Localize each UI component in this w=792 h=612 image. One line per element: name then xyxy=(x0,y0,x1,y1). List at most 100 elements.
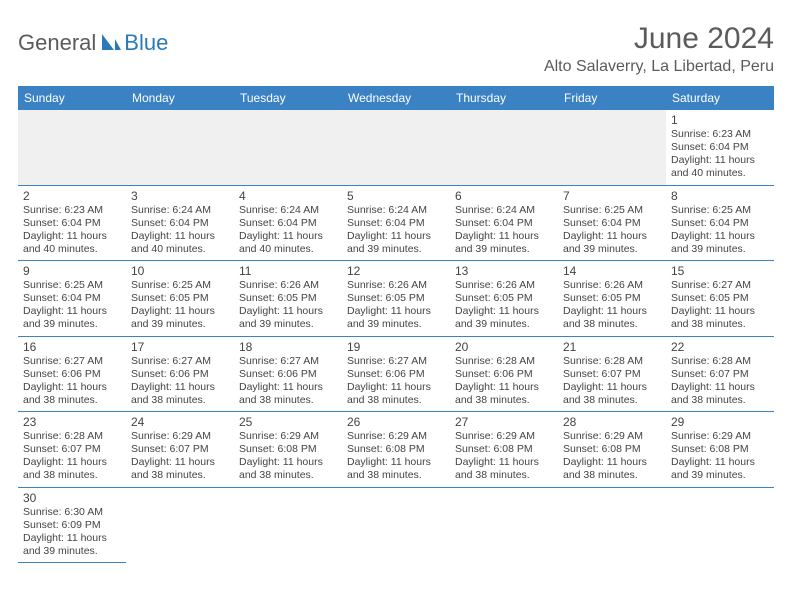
daylight-line: Daylight: 11 hours and 38 minutes. xyxy=(239,381,337,407)
sunset-line: Sunset: 6:04 PM xyxy=(23,217,121,230)
daylight-line: Daylight: 11 hours and 39 minutes. xyxy=(347,230,445,256)
logo-text-blue: Blue xyxy=(124,30,168,56)
day-number: 22 xyxy=(671,340,769,354)
daylight-line: Daylight: 11 hours and 39 minutes. xyxy=(131,305,229,331)
sunrise-line: Sunrise: 6:27 AM xyxy=(347,355,445,368)
sunset-line: Sunset: 6:07 PM xyxy=(563,368,661,381)
sunset-line: Sunset: 6:04 PM xyxy=(563,217,661,230)
month-title: June 2024 xyxy=(544,22,774,56)
day-cell: 9Sunrise: 6:25 AMSunset: 6:04 PMDaylight… xyxy=(18,261,126,337)
empty-cell xyxy=(450,487,558,563)
sunset-line: Sunset: 6:06 PM xyxy=(347,368,445,381)
sunrise-line: Sunrise: 6:26 AM xyxy=(347,279,445,292)
sunset-line: Sunset: 6:05 PM xyxy=(455,292,553,305)
sunset-line: Sunset: 6:06 PM xyxy=(131,368,229,381)
empty-cell xyxy=(234,487,342,563)
sunrise-line: Sunrise: 6:25 AM xyxy=(131,279,229,292)
sunset-line: Sunset: 6:06 PM xyxy=(23,368,121,381)
title-block: June 2024 Alto Salaverry, La Libertad, P… xyxy=(544,22,774,76)
daylight-line: Daylight: 11 hours and 39 minutes. xyxy=(455,230,553,256)
day-cell: 11Sunrise: 6:26 AMSunset: 6:05 PMDayligh… xyxy=(234,261,342,337)
sunrise-line: Sunrise: 6:26 AM xyxy=(455,279,553,292)
sunrise-line: Sunrise: 6:28 AM xyxy=(563,355,661,368)
sunrise-line: Sunrise: 6:24 AM xyxy=(455,204,553,217)
empty-cell xyxy=(234,110,342,185)
sunrise-line: Sunrise: 6:29 AM xyxy=(131,430,229,443)
day-number: 28 xyxy=(563,415,661,429)
sunrise-line: Sunrise: 6:29 AM xyxy=(671,430,769,443)
day-cell: 1Sunrise: 6:23 AMSunset: 6:04 PMDaylight… xyxy=(666,110,774,185)
empty-cell xyxy=(450,110,558,185)
sunrise-line: Sunrise: 6:24 AM xyxy=(131,204,229,217)
daylight-line: Daylight: 11 hours and 38 minutes. xyxy=(131,381,229,407)
day-number: 18 xyxy=(239,340,337,354)
day-header: Wednesday xyxy=(342,86,450,110)
sunrise-line: Sunrise: 6:23 AM xyxy=(671,128,769,141)
day-number: 29 xyxy=(671,415,769,429)
daylight-line: Daylight: 11 hours and 39 minutes. xyxy=(671,456,769,482)
day-number: 12 xyxy=(347,264,445,278)
sunset-line: Sunset: 6:07 PM xyxy=(671,368,769,381)
day-cell: 14Sunrise: 6:26 AMSunset: 6:05 PMDayligh… xyxy=(558,261,666,337)
daylight-line: Daylight: 11 hours and 38 minutes. xyxy=(563,456,661,482)
daylight-line: Daylight: 11 hours and 40 minutes. xyxy=(131,230,229,256)
sunset-line: Sunset: 6:05 PM xyxy=(563,292,661,305)
day-header: Thursday xyxy=(450,86,558,110)
day-cell: 27Sunrise: 6:29 AMSunset: 6:08 PMDayligh… xyxy=(450,412,558,488)
day-cell: 7Sunrise: 6:25 AMSunset: 6:04 PMDaylight… xyxy=(558,185,666,261)
week-row: 30Sunrise: 6:30 AMSunset: 6:09 PMDayligh… xyxy=(18,487,774,563)
sunset-line: Sunset: 6:04 PM xyxy=(347,217,445,230)
sunset-line: Sunset: 6:04 PM xyxy=(131,217,229,230)
day-cell: 8Sunrise: 6:25 AMSunset: 6:04 PMDaylight… xyxy=(666,185,774,261)
day-number: 5 xyxy=(347,189,445,203)
day-number: 19 xyxy=(347,340,445,354)
logo-text-general: General xyxy=(18,30,96,56)
daylight-line: Daylight: 11 hours and 38 minutes. xyxy=(563,381,661,407)
logo: General Blue xyxy=(18,30,168,56)
day-cell: 4Sunrise: 6:24 AMSunset: 6:04 PMDaylight… xyxy=(234,185,342,261)
sunset-line: Sunset: 6:07 PM xyxy=(23,443,121,456)
sunset-line: Sunset: 6:08 PM xyxy=(563,443,661,456)
day-cell: 18Sunrise: 6:27 AMSunset: 6:06 PMDayligh… xyxy=(234,336,342,412)
day-cell: 29Sunrise: 6:29 AMSunset: 6:08 PMDayligh… xyxy=(666,412,774,488)
day-header: Sunday xyxy=(18,86,126,110)
week-row: 23Sunrise: 6:28 AMSunset: 6:07 PMDayligh… xyxy=(18,412,774,488)
sunrise-line: Sunrise: 6:24 AM xyxy=(347,204,445,217)
day-number: 8 xyxy=(671,189,769,203)
daylight-line: Daylight: 11 hours and 38 minutes. xyxy=(23,381,121,407)
day-number: 15 xyxy=(671,264,769,278)
location: Alto Salaverry, La Libertad, Peru xyxy=(544,58,774,76)
daylight-line: Daylight: 11 hours and 39 minutes. xyxy=(239,305,337,331)
day-cell: 10Sunrise: 6:25 AMSunset: 6:05 PMDayligh… xyxy=(126,261,234,337)
day-header: Saturday xyxy=(666,86,774,110)
day-cell: 25Sunrise: 6:29 AMSunset: 6:08 PMDayligh… xyxy=(234,412,342,488)
sunset-line: Sunset: 6:04 PM xyxy=(671,217,769,230)
daylight-line: Daylight: 11 hours and 40 minutes. xyxy=(239,230,337,256)
daylight-line: Daylight: 11 hours and 38 minutes. xyxy=(455,381,553,407)
daylight-line: Daylight: 11 hours and 38 minutes. xyxy=(563,305,661,331)
week-row: 16Sunrise: 6:27 AMSunset: 6:06 PMDayligh… xyxy=(18,336,774,412)
day-cell: 19Sunrise: 6:27 AMSunset: 6:06 PMDayligh… xyxy=(342,336,450,412)
day-number: 10 xyxy=(131,264,229,278)
empty-cell xyxy=(558,110,666,185)
week-row: 9Sunrise: 6:25 AMSunset: 6:04 PMDaylight… xyxy=(18,261,774,337)
day-number: 13 xyxy=(455,264,553,278)
empty-cell xyxy=(18,110,126,185)
day-number: 4 xyxy=(239,189,337,203)
day-number: 27 xyxy=(455,415,553,429)
daylight-line: Daylight: 11 hours and 39 minutes. xyxy=(23,305,121,331)
sunrise-line: Sunrise: 6:28 AM xyxy=(23,430,121,443)
sunrise-line: Sunrise: 6:27 AM xyxy=(239,355,337,368)
sunset-line: Sunset: 6:05 PM xyxy=(671,292,769,305)
day-cell: 5Sunrise: 6:24 AMSunset: 6:04 PMDaylight… xyxy=(342,185,450,261)
empty-cell xyxy=(558,487,666,563)
daylight-line: Daylight: 11 hours and 40 minutes. xyxy=(23,230,121,256)
sunset-line: Sunset: 6:05 PM xyxy=(131,292,229,305)
sunrise-line: Sunrise: 6:27 AM xyxy=(131,355,229,368)
daylight-line: Daylight: 11 hours and 38 minutes. xyxy=(23,456,121,482)
day-cell: 30Sunrise: 6:30 AMSunset: 6:09 PMDayligh… xyxy=(18,487,126,563)
day-number: 30 xyxy=(23,491,121,505)
day-cell: 15Sunrise: 6:27 AMSunset: 6:05 PMDayligh… xyxy=(666,261,774,337)
day-number: 26 xyxy=(347,415,445,429)
daylight-line: Daylight: 11 hours and 40 minutes. xyxy=(671,154,769,180)
